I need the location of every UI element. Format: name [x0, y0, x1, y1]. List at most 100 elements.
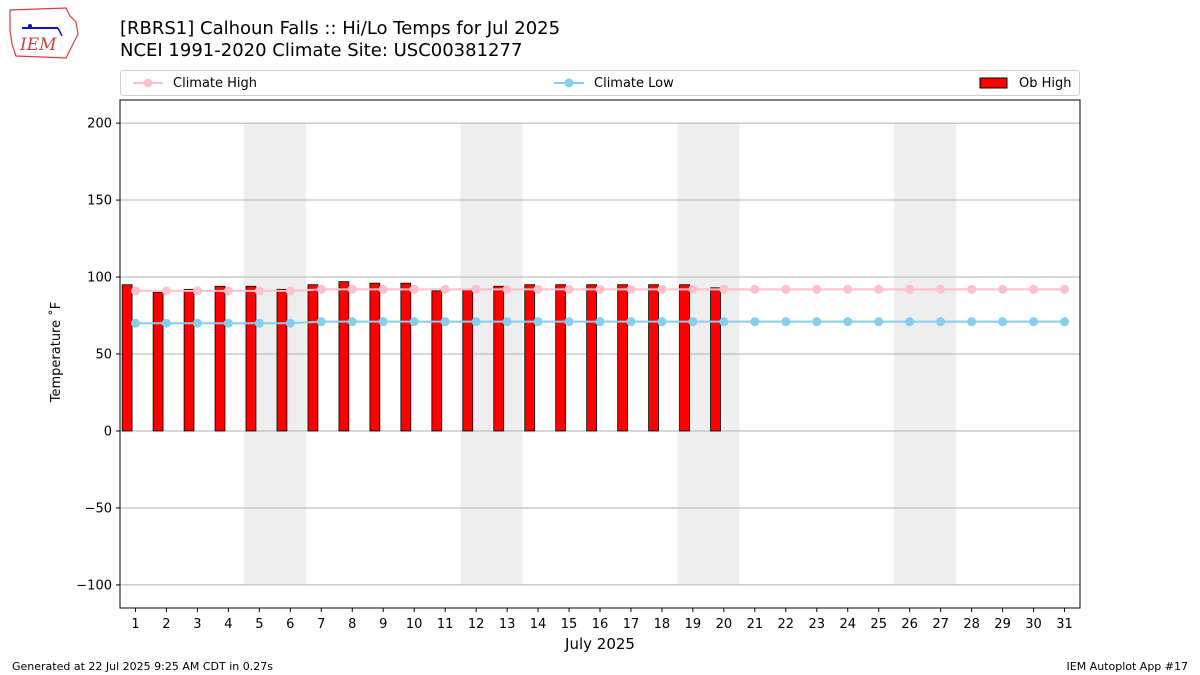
x-tick-label: 19 [685, 617, 702, 632]
climate-high-point [750, 284, 760, 294]
y-tick-label: 150 [87, 194, 112, 209]
logo-text: IEM [19, 35, 57, 55]
climate-high-point [936, 284, 946, 294]
climate-low-point [471, 317, 481, 327]
climate-low-point [595, 317, 605, 327]
x-axis-label: July 2025 [564, 635, 635, 653]
legend-item-climate-high: Climate High [133, 71, 257, 95]
climate-high-point [998, 284, 1008, 294]
climate-high-point [657, 284, 667, 294]
climate-high-point [688, 284, 698, 294]
x-tick-label: 10 [406, 617, 423, 632]
climate-high-point [719, 284, 729, 294]
ob-high-bar [338, 281, 350, 432]
x-tick-label: 8 [348, 617, 356, 632]
climate-high-point [378, 284, 388, 294]
x-tick-label: 28 [963, 617, 980, 632]
climate-low-point [688, 317, 698, 327]
climate-high-point [874, 284, 884, 294]
climate-low-point [1029, 317, 1039, 327]
legend-item-climate-low: Climate Low [554, 71, 674, 95]
climate-high-point [967, 284, 977, 294]
legend-item-ob-high: Ob High [979, 71, 1072, 95]
x-tick-label: 31 [1056, 617, 1073, 632]
climate-low-point [626, 317, 636, 327]
climate-low-point [347, 317, 357, 327]
ob-high-bar [214, 285, 226, 432]
legend-label-climate-low: Climate Low [594, 75, 674, 91]
ob-high-bar [121, 284, 133, 432]
ob-high-bar [183, 288, 195, 432]
climate-high-point [564, 284, 574, 294]
climate-high-point [905, 284, 915, 294]
ob-high-bar [586, 284, 597, 432]
title-line-2: NCEI 1991-2020 Climate Site: USC00381277 [120, 40, 523, 61]
climate-high-point [161, 286, 171, 296]
ob-high-bar [648, 284, 659, 432]
climate-low-point [502, 317, 512, 327]
footer-app: IEM Autoplot App #17 [1066, 660, 1189, 673]
ob-high-bar [369, 282, 381, 432]
ob-high-bar [245, 285, 257, 432]
ob-high-bar [555, 284, 567, 432]
legend-swatch-ob-high [979, 77, 1008, 89]
climate-low-point [409, 317, 419, 327]
y-tick-label: 0 [104, 424, 112, 439]
ob-high-bar [152, 292, 164, 432]
x-tick-label: 5 [255, 617, 263, 632]
climate-low-point [130, 318, 140, 328]
chart-title: [RBRS1] Calhoun Falls :: Hi/Lo Temps for… [120, 18, 560, 62]
plot-frame [119, 99, 1081, 609]
x-tick-label: 14 [530, 617, 547, 632]
climate-high-point [409, 284, 419, 294]
ob-high-bar [431, 290, 443, 432]
climate-low-point [161, 318, 171, 328]
climate-high-point [285, 286, 295, 296]
chart-legend: Climate High Climate Low Ob High [120, 70, 1080, 96]
x-tick-label: 12 [468, 617, 485, 632]
climate-low-point [533, 317, 543, 327]
climate-high-point [843, 284, 853, 294]
climate-high-point [440, 284, 450, 294]
x-tick-label: 3 [193, 617, 201, 632]
x-tick-label: 4 [224, 617, 232, 632]
x-tick-label: 22 [778, 617, 795, 632]
y-tick-label: 100 [87, 271, 112, 286]
climate-low-point [874, 317, 884, 327]
climate-low-point [719, 317, 729, 327]
legend-label-climate-high: Climate High [173, 75, 258, 91]
climate-high-point [223, 286, 233, 296]
x-tick-label: 2 [162, 617, 170, 632]
x-tick-label: 11 [437, 617, 454, 632]
ob-high-bar [307, 284, 319, 432]
climate-low-point [440, 317, 450, 327]
climate-low-point [378, 317, 388, 327]
x-tick-label: 27 [932, 617, 949, 632]
climate-low-point [843, 317, 853, 327]
climate-high-point [533, 284, 543, 294]
ob-high-bar [617, 284, 628, 432]
climate-low-point [254, 318, 264, 328]
ob-high-bar [462, 288, 474, 432]
climate-low-point [657, 317, 667, 327]
legend-swatch-climate-low [554, 78, 584, 88]
x-tick-label: 13 [499, 617, 516, 632]
climate-low-point [936, 317, 946, 327]
climate-high-point [812, 284, 822, 294]
climate-low-point [998, 317, 1008, 327]
x-tick-label: 25 [870, 617, 887, 632]
x-tick-label: 20 [716, 617, 733, 632]
climate-high-point [254, 286, 264, 296]
footer-generated: Generated at 22 Jul 2025 9:25 AM CDT in … [12, 660, 273, 673]
x-tick-label: 16 [592, 617, 609, 632]
climate-high-point [316, 284, 326, 294]
y-tick-label: −100 [76, 578, 112, 593]
climate-high-point [192, 286, 202, 296]
x-tick-label: 30 [1025, 617, 1042, 632]
y-tick-label: 200 [87, 117, 112, 132]
x-tick-label: 17 [623, 617, 640, 632]
climate-high-point [502, 284, 512, 294]
ob-high-bar [493, 285, 505, 432]
x-tick-label: 18 [654, 617, 671, 632]
